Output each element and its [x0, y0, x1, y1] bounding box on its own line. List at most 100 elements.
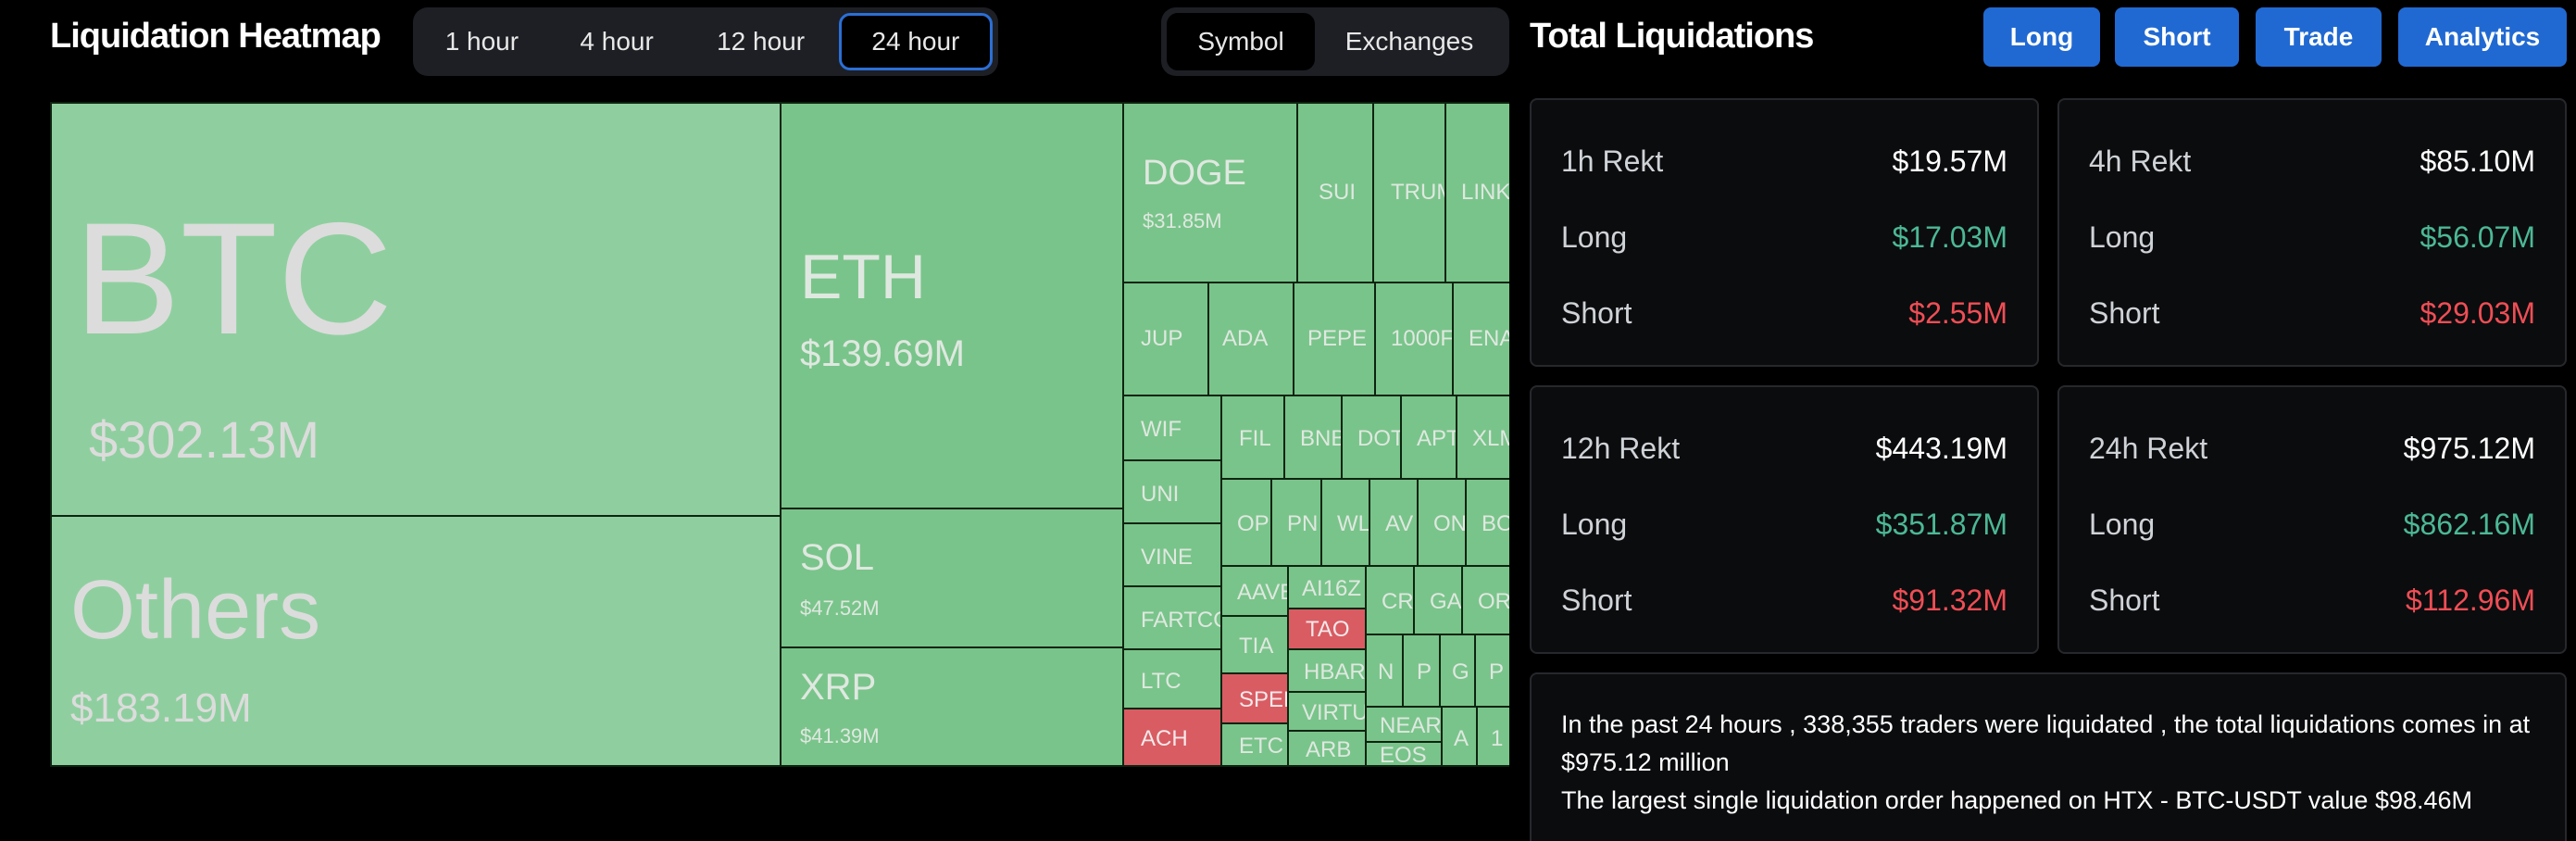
tile-value: $183.19M [70, 685, 252, 731]
long-label: Long [2089, 508, 2156, 541]
trade-button[interactable]: Trade [2256, 7, 2382, 67]
tile-g[interactable]: G [1439, 634, 1476, 708]
analytics-button[interactable]: Analytics [2398, 7, 2567, 67]
tile-symbol: 1000F [1391, 326, 1454, 351]
tile-p2[interactable]: P [1474, 634, 1509, 708]
tile-etc[interactable]: ETC [1220, 722, 1289, 767]
tile-spell[interactable]: SPELL [1220, 672, 1289, 724]
tile-virtual[interactable]: VIRTU [1287, 691, 1367, 732]
tile-xlm[interactable]: XLM [1456, 395, 1509, 480]
tile-xrp[interactable]: XRP $41.39M [780, 646, 1124, 767]
tile-p[interactable]: P [1402, 634, 1441, 708]
tile-trump[interactable]: TRUM [1372, 102, 1446, 283]
tile-ondo[interactable]: ON [1417, 478, 1467, 567]
card-12h-rekt: 12h Rekt $443.19M Long $351.87M Short $91.3… [1530, 385, 2039, 654]
long-button[interactable]: Long [1983, 7, 2100, 67]
tile-n[interactable]: N [1365, 634, 1404, 708]
tile-symbol: ETC [1239, 734, 1283, 759]
tile-ordi[interactable]: OR [1461, 565, 1509, 635]
tile-doge[interactable]: DOGE $31.85M [1122, 102, 1298, 283]
tab-1-hour[interactable]: 1 hour [444, 27, 519, 56]
tile-sui[interactable]: SUI [1296, 102, 1374, 283]
tile-fartcoin[interactable]: FARTCOIN [1122, 585, 1222, 650]
tile-ada[interactable]: ADA [1207, 282, 1294, 396]
tile-1000f[interactable]: 1000F [1374, 282, 1454, 396]
tile-wld[interactable]: WL [1320, 478, 1370, 567]
tile-symbol: WIF [1141, 417, 1182, 442]
liquidation-treemap: BTC $302.13M Others $183.19M ETH $139.69… [50, 102, 1509, 767]
tile-symbol: XRP [800, 667, 877, 708]
tile-symbol: NEAR [1380, 713, 1442, 738]
tile-dot[interactable]: DOT [1341, 395, 1402, 480]
tile-value: $31.85M [1143, 209, 1222, 232]
short-button[interactable]: Short [2115, 7, 2239, 67]
tile-gala[interactable]: GA [1413, 565, 1463, 635]
tab-exchanges[interactable]: Exchanges [1344, 27, 1474, 56]
tile-apt[interactable]: APT [1400, 395, 1457, 480]
tile-tia[interactable]: TIA [1220, 615, 1289, 674]
tile-op[interactable]: OP [1220, 478, 1272, 567]
tile-symbol: VIRTU [1302, 700, 1367, 725]
tile-value: $41.39M [800, 724, 880, 747]
tile-ai16z[interactable]: AI16Z [1287, 565, 1367, 609]
tile-pnut[interactable]: PN [1270, 478, 1322, 567]
tab-12-hour[interactable]: 12 hour [717, 27, 806, 56]
view-selector: Symbol Exchanges [1161, 7, 1509, 76]
summary-largest-order: The largest single liquidation order hap… [1561, 786, 2473, 814]
short-label: Short [1561, 296, 1632, 330]
tile-a[interactable]: A [1441, 706, 1478, 767]
tile-wif[interactable]: WIF [1122, 395, 1222, 461]
tile-btc[interactable]: BTC $302.13M [50, 102, 782, 517]
tile-aave[interactable]: AAVE [1220, 565, 1289, 617]
tile-pepe[interactable]: PEPE [1293, 282, 1376, 396]
tile-avax[interactable]: AV [1369, 478, 1419, 567]
tile-symbol: Others [70, 564, 321, 657]
card-4h-rekt: 4h Rekt $85.10M Long $56.07M Short $29.03M [2057, 98, 2567, 367]
tile-symbol: UNI [1141, 482, 1180, 507]
short-label: Short [2089, 584, 2160, 617]
tile-symbol: OR [1478, 589, 1509, 614]
tile-bome[interactable]: BO [1465, 478, 1509, 567]
short-value: $29.03M [2420, 296, 2535, 330]
tile-fil[interactable]: FIL [1220, 395, 1285, 480]
liquidation-summary: In the past 24 hours , 338,355 traders w… [1530, 672, 2567, 841]
tile-symbol: BNB [1300, 426, 1343, 451]
card-total: $85.10M [2420, 144, 2535, 178]
tile-link[interactable]: LINK [1444, 102, 1509, 283]
tile-symbol: BTC [74, 190, 393, 368]
tile-symbol: SOL [800, 537, 875, 578]
tab-4-hour[interactable]: 4 hour [580, 27, 654, 56]
tile-ltc[interactable]: LTC [1122, 648, 1222, 709]
tile-arb[interactable]: ARB [1287, 730, 1367, 767]
short-label: Short [1561, 584, 1632, 617]
card-title: 4h Rekt [2089, 144, 2192, 178]
tab-symbol[interactable]: Symbol [1167, 13, 1315, 70]
tile-symbol: ON [1433, 511, 1467, 536]
tile-vine[interactable]: VINE [1122, 522, 1222, 587]
tile-symbol: HBAR [1304, 659, 1366, 684]
tile-ach[interactable]: ACH [1122, 708, 1222, 767]
tile-near[interactable]: NEAR [1365, 706, 1443, 743]
tab-24-hour[interactable]: 24 hour [838, 13, 993, 70]
tile-tao[interactable]: TAO [1287, 608, 1367, 650]
tile-crv[interactable]: CR [1365, 565, 1415, 635]
long-value: $862.16M [2403, 508, 2535, 541]
tile-others[interactable]: Others $183.19M [50, 515, 782, 767]
tile-symbol: A [1454, 726, 1469, 751]
tile-bnb[interactable]: BNB [1283, 395, 1343, 480]
tile-symbol: GA [1430, 589, 1462, 614]
tile-sol[interactable]: SOL $47.52M [780, 508, 1124, 648]
tile-hbar[interactable]: HBAR [1287, 648, 1367, 693]
tile-eth[interactable]: ETH $139.69M [780, 102, 1124, 509]
tile-symbol: TRUM [1391, 180, 1444, 205]
tile-symbol: PN [1287, 511, 1319, 536]
tile-ena[interactable]: ENA [1452, 282, 1509, 396]
tile-symbol: APT [1417, 426, 1457, 451]
tile-symbol: ACH [1141, 726, 1188, 751]
tile-eos[interactable]: EOS [1365, 741, 1443, 767]
tile-jup[interactable]: JUP [1122, 282, 1209, 396]
tile-1[interactable]: 1 [1476, 706, 1509, 767]
tile-value: $47.52M [800, 596, 880, 620]
tile-symbol: ADA [1222, 326, 1269, 351]
tile-uni[interactable]: UNI [1122, 459, 1222, 524]
